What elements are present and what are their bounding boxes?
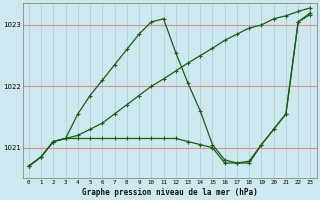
X-axis label: Graphe pression niveau de la mer (hPa): Graphe pression niveau de la mer (hPa): [82, 188, 258, 197]
